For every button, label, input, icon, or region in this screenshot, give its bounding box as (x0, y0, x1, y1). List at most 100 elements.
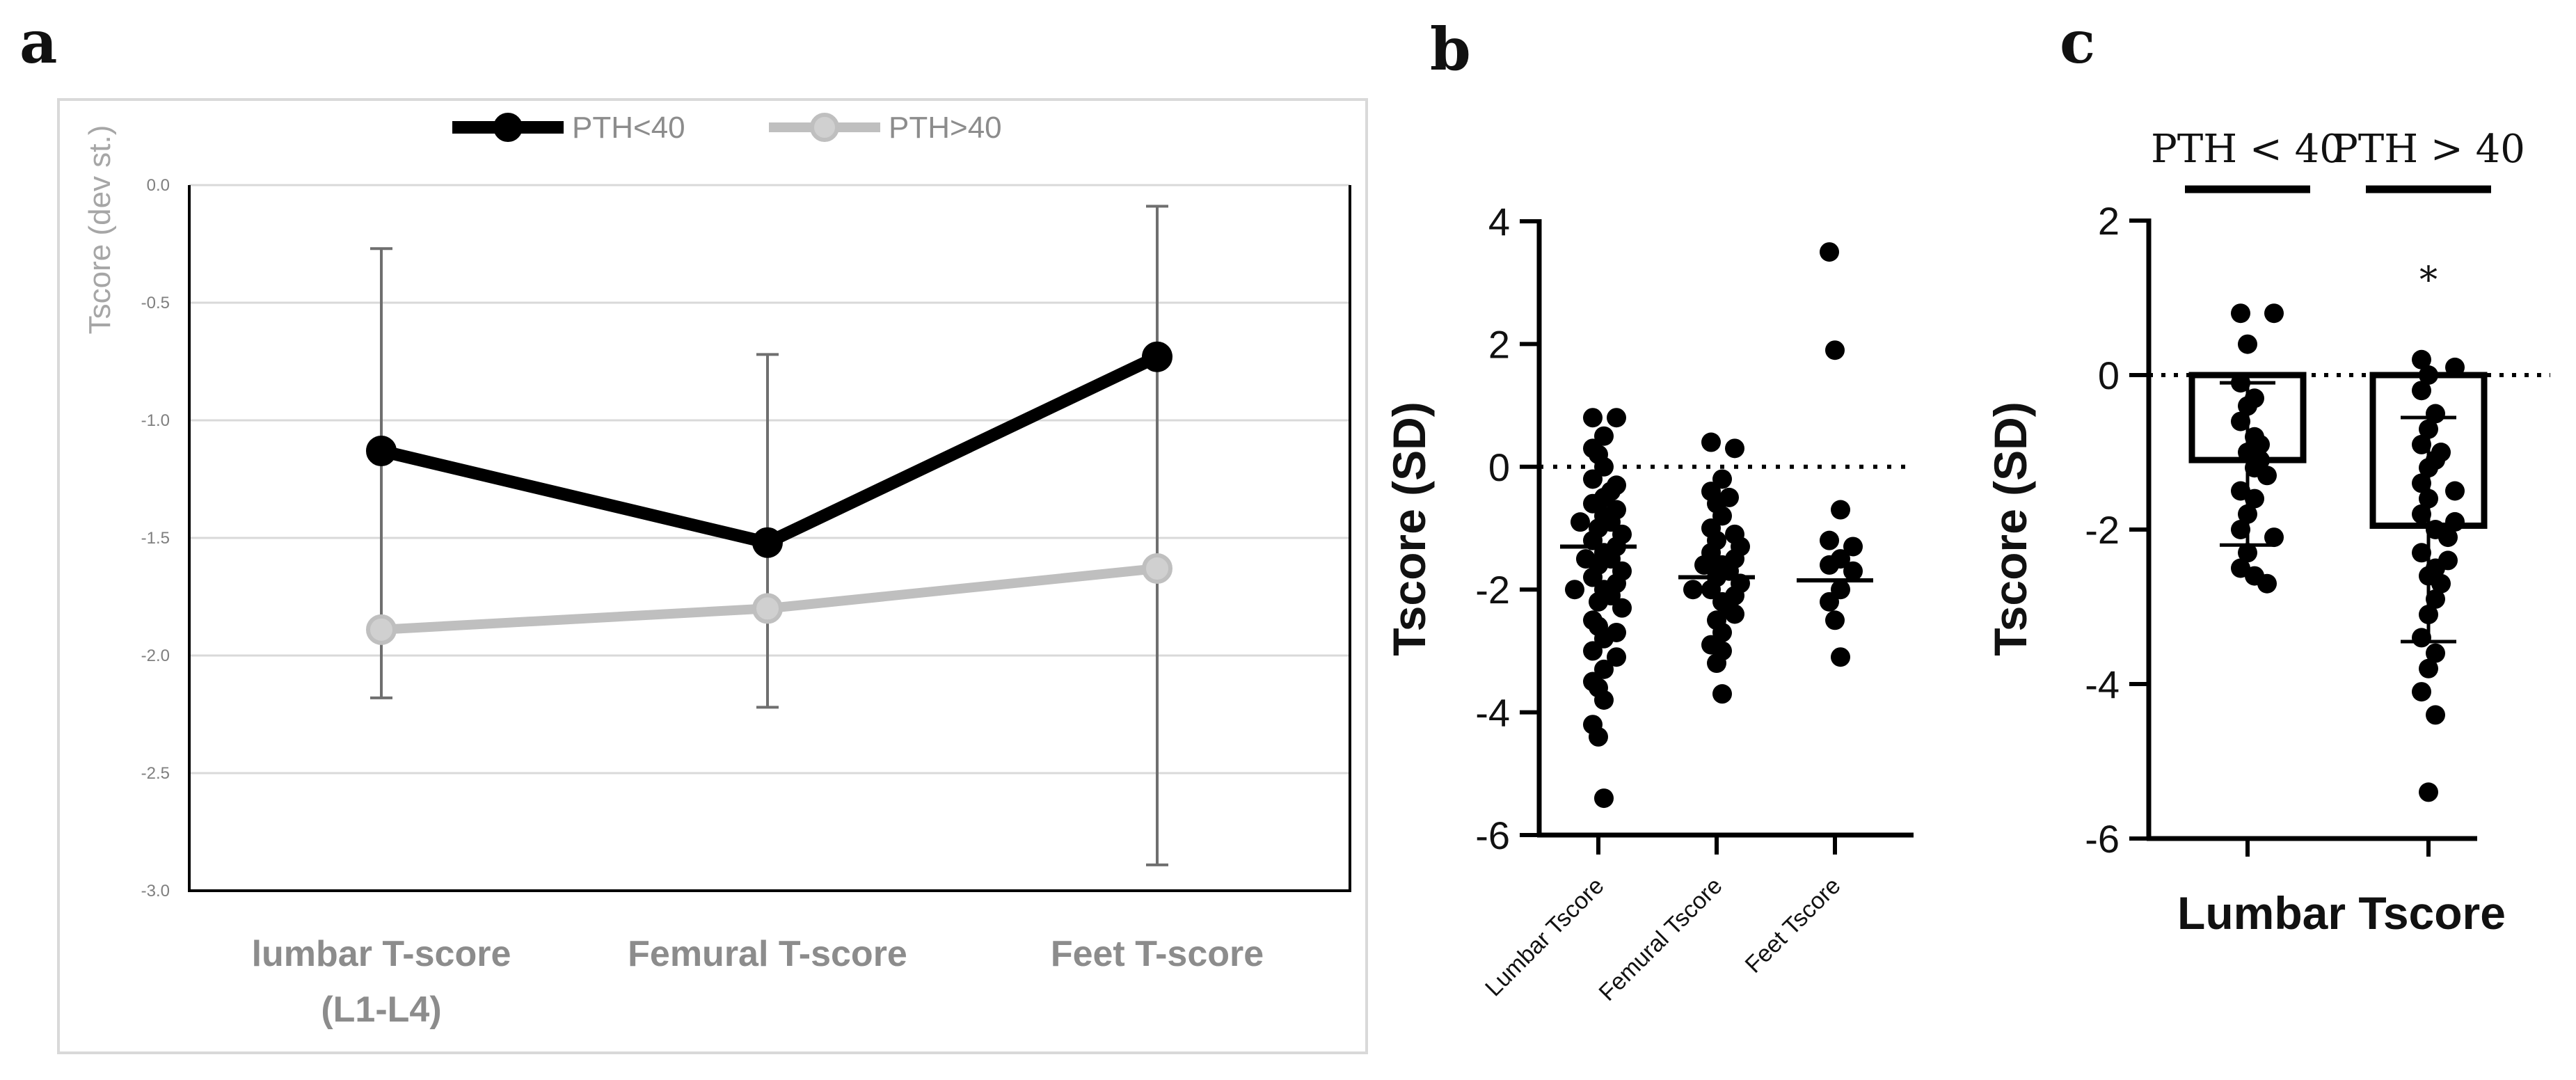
data-point (1694, 555, 1714, 575)
data-point (1725, 604, 1744, 624)
panel-c: 2 0 -2 -4 -6 Tscore (SD) Lumbar Tscore PTH < 40… (1985, 127, 2550, 939)
data-point (2250, 434, 2270, 454)
y-tick-label: -2 (1475, 568, 1510, 612)
data-point (2257, 573, 2277, 594)
group-label: PTH > 40 (2332, 127, 2525, 172)
data-point (2431, 573, 2451, 594)
data-point (2412, 434, 2431, 454)
legend-label: PTH>40 (889, 111, 1002, 145)
y-tick-label: -3.0 (141, 882, 170, 900)
data-point (1583, 469, 1603, 489)
data-point (2257, 466, 2277, 486)
data-point (2445, 357, 2465, 377)
y-tick-label: 2 (1488, 322, 1510, 366)
y-tick-label: -4 (2085, 662, 2120, 706)
y-tick-label: -6 (1475, 813, 1510, 857)
data-point (1820, 555, 1839, 575)
data-point (2419, 782, 2438, 802)
y-tick-label: 0.0 (147, 176, 170, 195)
panel-a: 0.0 -0.5 -1.0 -1.5 -2.0 -2.5 -3.0 Tscore (dev s… (83, 111, 1351, 1030)
data-point (1612, 598, 1632, 618)
y-tick-label: 4 (1488, 200, 1510, 244)
data-point (2231, 520, 2250, 539)
data-point (2231, 373, 2250, 393)
data-point (1594, 788, 1614, 809)
data-point (1701, 432, 1721, 452)
data-point (1565, 580, 1584, 600)
significance-marker: * (2419, 260, 2438, 301)
x-category-label: Feet T-score (1051, 934, 1264, 974)
panel-a-frame (57, 98, 1368, 1054)
data-point (2238, 504, 2257, 524)
y-tick-label: -0.5 (141, 294, 170, 312)
series-point (366, 435, 397, 466)
y-tick-label: -2 (2085, 508, 2120, 552)
y-tick-label: 0 (2098, 354, 2120, 397)
data-point (2438, 550, 2458, 571)
series-point (366, 614, 397, 645)
data-point (2412, 628, 2431, 648)
data-point (1589, 726, 1608, 747)
data-point (2426, 643, 2445, 663)
data-point (2412, 473, 2431, 493)
data-point (2238, 396, 2257, 416)
data-point (2264, 303, 2284, 324)
panel-label-b: b (1430, 15, 1471, 84)
y-tick-label: -2.5 (141, 764, 170, 783)
x-category-label: Lumbar Tscore (1480, 873, 1609, 1001)
data-point (2419, 419, 2438, 439)
y-tick-label: -4 (1475, 691, 1510, 735)
data-point (2238, 334, 2257, 354)
y-axis-title: Tscore (SD) (1985, 402, 2036, 656)
series-point (752, 527, 783, 558)
data-point (1725, 524, 1744, 544)
data-point (2438, 527, 2458, 548)
data-point (1601, 482, 1621, 502)
data-point (2231, 303, 2250, 324)
data-point (2231, 411, 2250, 431)
y-tick-label: -6 (2085, 817, 2120, 861)
data-point (2412, 543, 2431, 563)
data-point (1843, 537, 1863, 557)
data-point (1725, 438, 1744, 459)
data-point (1583, 641, 1603, 661)
x-category-label: Femural Tscore (1594, 873, 1728, 1006)
data-point (2419, 458, 2438, 478)
y-tick-label: 0 (1488, 445, 1510, 489)
data-point (2245, 489, 2264, 509)
x-category-label: Feet Tscore (1740, 873, 1846, 978)
data-point (1712, 641, 1732, 661)
data-point (1712, 684, 1732, 704)
data-point (1831, 500, 1850, 520)
y-axis-title: Tscore (SD) (1383, 402, 1435, 656)
y-tick-label: 2 (2098, 199, 2120, 243)
data-point (1820, 591, 1839, 612)
y-tick-label: -2.0 (141, 646, 170, 665)
y-tick-label: -1.5 (141, 529, 170, 548)
series-point (1142, 341, 1172, 372)
data-point (1571, 512, 1590, 532)
data-point (1589, 591, 1608, 612)
data-point (1576, 549, 1596, 569)
data-point (2445, 511, 2465, 532)
data-point (2412, 381, 2431, 401)
data-point (2426, 705, 2445, 725)
data-point (1825, 340, 1845, 360)
data-point (2419, 658, 2438, 678)
x-axis-title: Lumbar Tscore (2177, 887, 2506, 939)
series-point (752, 593, 783, 624)
data-point (1825, 610, 1845, 630)
y-tick-label: -1.0 (141, 411, 170, 430)
data-point (1719, 487, 1739, 507)
data-point (1607, 647, 1626, 667)
data-point (2431, 443, 2451, 462)
data-point (2419, 489, 2438, 509)
panel-label-c: c (2060, 8, 2095, 77)
x-category-label: lumbar T-score (252, 934, 511, 974)
data-point (1831, 647, 1850, 667)
legend-marker (810, 113, 839, 142)
x-category-label: Femural T-score (628, 934, 907, 974)
series-line (379, 351, 1160, 549)
data-point (2445, 481, 2465, 501)
